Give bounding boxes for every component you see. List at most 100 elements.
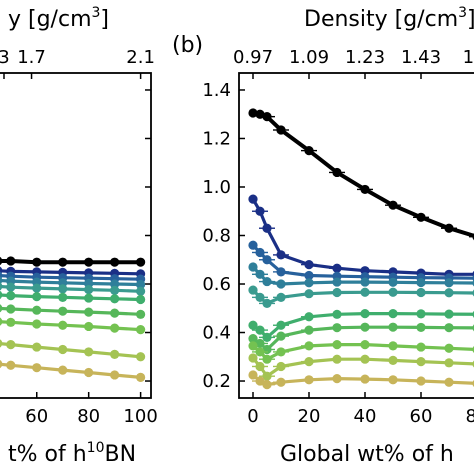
panel-b-xlabel: Global wt% of h bbox=[280, 442, 454, 467]
panel-b-label: (b) bbox=[172, 33, 203, 58]
panel-a-series-9-point bbox=[110, 370, 120, 380]
panel-a-series-line-5 bbox=[0, 293, 141, 302]
panel-a-series-9-point bbox=[58, 365, 68, 375]
panel-a-series-line-0 bbox=[0, 259, 141, 265]
panel-a-series-6-point bbox=[84, 307, 94, 317]
panel-b-series-7-point bbox=[248, 341, 258, 351]
panel-a-top-tick-label: 3 bbox=[0, 47, 10, 68]
panel-a-series-0-point bbox=[84, 257, 94, 267]
panel-b-xtick-label: 60 bbox=[410, 406, 433, 427]
panel-a-series-9-point bbox=[6, 360, 16, 370]
panel-a-series-9-point bbox=[136, 372, 146, 382]
panel-a-series-line-2 bbox=[0, 274, 141, 281]
panel-b-xtick-label: 0 bbox=[247, 406, 258, 427]
panel-a-series-4-point bbox=[6, 282, 16, 292]
panel-a-series-0-point bbox=[32, 257, 42, 267]
panel-b-top-tick-label: 1.09 bbox=[289, 47, 329, 68]
panel-a-series-6-point bbox=[6, 304, 16, 314]
panel-a-series-8-point bbox=[136, 352, 146, 362]
panel-a-series-line-9 bbox=[0, 362, 141, 379]
panel-b-series-1-point bbox=[248, 194, 258, 204]
panel-b: (b) Density [g/cm3] Global wt% of h 0 20 4… bbox=[172, 5, 474, 467]
panel-a-series-5-point bbox=[58, 292, 68, 302]
panel-b-xtick-label: 80 bbox=[466, 406, 474, 427]
panel-a-series-6-point bbox=[136, 309, 146, 319]
panel-a-series-3-point bbox=[110, 279, 120, 289]
panel-a-series-4-point bbox=[58, 284, 68, 294]
panel-a-series-line-8 bbox=[0, 341, 141, 359]
panel-a-series-6-point bbox=[110, 308, 120, 318]
panel-a-top-axis-label-main: y [g/cm bbox=[8, 7, 92, 32]
panel-b-series-9-point bbox=[248, 370, 258, 380]
panel-a-series-6-point bbox=[32, 305, 42, 315]
panel-b-series-3-point bbox=[248, 262, 258, 272]
panel-b-top-axis-label: Density [g/cm3] bbox=[304, 5, 474, 32]
panel-b-top-axis-label-end: ] bbox=[467, 7, 474, 32]
panel-a-series-8-point bbox=[6, 340, 16, 350]
panel-a-top-tick-label: 2.1 bbox=[126, 47, 155, 68]
panel-b-ytick-label: 1.2 bbox=[202, 128, 231, 149]
panel-a-top-axis-label-end: ] bbox=[100, 7, 109, 32]
panel-a-series-3-point bbox=[0, 276, 3, 285]
panel-a-series-7-point bbox=[110, 323, 120, 333]
panel-a-series-0-point bbox=[0, 256, 3, 265]
panel-b-top-tick-label: 0.97 bbox=[233, 47, 273, 68]
panel-b-top-axis-label-sup: 3 bbox=[458, 5, 467, 21]
panel-a-xlabel-main: t% of h bbox=[8, 442, 87, 467]
panel-b-ytick-label: 0.2 bbox=[202, 371, 231, 392]
panel-a-series-4-point bbox=[32, 283, 42, 293]
panel-a-top-tick-label: 1.7 bbox=[17, 47, 46, 68]
panel-a-series-line-3 bbox=[0, 278, 141, 287]
panel-a-series-5-point bbox=[32, 292, 42, 302]
panel-a-series-0-point bbox=[58, 257, 68, 267]
panel-a-xtick-label: 60 bbox=[25, 406, 48, 427]
panel-b-series-line-0 bbox=[252, 111, 474, 238]
panel-a-top-axis-label: y [g/cm3] bbox=[8, 5, 109, 32]
panel-b-top-tick-label: 1.7 bbox=[463, 47, 474, 68]
panel-a-series-6-point bbox=[0, 304, 3, 313]
panel-b-ytick-label: 0.8 bbox=[202, 226, 231, 247]
panel-b-top-axis-label-main: Density [g/cm bbox=[304, 7, 458, 32]
panel-a-series-5-point bbox=[6, 291, 16, 301]
panel-b-top-tick-label: 1.23 bbox=[345, 47, 385, 68]
panel-b-ytick-label: 0.4 bbox=[202, 323, 231, 344]
panel-a-series-9-point bbox=[0, 360, 3, 369]
panel-a-series-line-6 bbox=[0, 306, 141, 316]
panel-b-series-line-1 bbox=[251, 198, 474, 276]
panel-a-xlabel-end: BN bbox=[105, 442, 137, 467]
panel-a-series-5-point bbox=[0, 290, 3, 299]
panel-b-ytick-label: 1.4 bbox=[202, 80, 231, 101]
panel-b-ytick-label: 0.6 bbox=[202, 274, 231, 295]
panel-b-series-0-point bbox=[248, 108, 258, 118]
panel-a-series-0-point bbox=[136, 257, 146, 267]
panel-b-ytick-label: 1.0 bbox=[202, 177, 231, 198]
panel-a-series-line-1 bbox=[0, 269, 141, 276]
panel-a-series-0-point bbox=[110, 257, 120, 267]
panel-a-series-8-point bbox=[32, 342, 42, 352]
panel-a-series-line-7 bbox=[0, 320, 141, 332]
panel-a-top-axis-label-sup: 3 bbox=[92, 5, 101, 21]
panel-a-series-8-point bbox=[58, 344, 68, 355]
panel-a-series-9-point bbox=[32, 363, 42, 373]
panel-a-xlabel: t% of h10BN bbox=[8, 440, 136, 467]
panel-b-top-tick-label: 1.43 bbox=[401, 47, 441, 68]
panel-a-xlabel-sup: 10 bbox=[87, 440, 105, 456]
panel-a-series-8-point bbox=[0, 339, 3, 348]
panel-b-xtick-label: 20 bbox=[298, 406, 321, 427]
panel-b-series-group bbox=[248, 108, 474, 390]
panel-a-series-7-point bbox=[84, 321, 94, 332]
panel-a-series-7-point bbox=[136, 325, 146, 335]
panel-a-series-0-point bbox=[6, 256, 16, 266]
panel-b-series-4-point bbox=[248, 285, 258, 295]
panel-b-series-2-point bbox=[248, 240, 258, 250]
panel-a-xtick-label: 80 bbox=[77, 406, 100, 427]
panel-a-series-7-point bbox=[58, 320, 68, 330]
panel-b-series-8-point bbox=[248, 353, 258, 363]
panel-a-series-8-point bbox=[110, 349, 120, 359]
panel-a-series-8-point bbox=[84, 347, 94, 357]
panel-a-series-5-point bbox=[136, 294, 146, 305]
panel-a-series-line-4 bbox=[0, 284, 141, 293]
panel-a-series-6-point bbox=[58, 306, 68, 316]
